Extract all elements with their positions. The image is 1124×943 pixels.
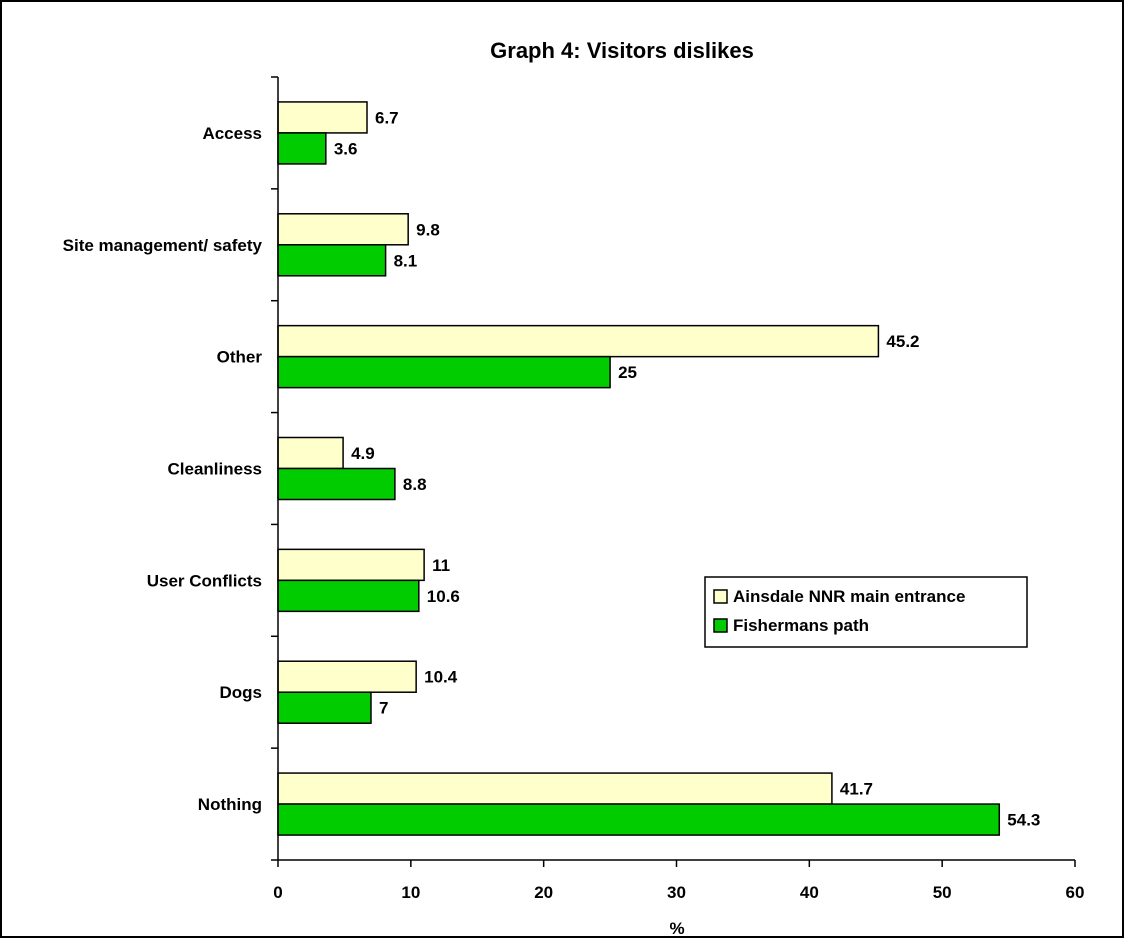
bar bbox=[277, 467, 396, 501]
axis-layer: Access Site management/ safety Other Cleanl… bbox=[63, 76, 1085, 902]
bar bbox=[277, 355, 611, 389]
legend-entry: Ainsdale NNR main entrance bbox=[733, 587, 965, 606]
data-label: 41.7 bbox=[840, 780, 873, 799]
x-tick-label: 30 bbox=[667, 883, 686, 902]
category-label: Dogs bbox=[220, 683, 263, 702]
x-tick-label: 50 bbox=[933, 883, 952, 902]
legend-swatch bbox=[713, 618, 728, 633]
category-label: User Conflicts bbox=[147, 571, 262, 590]
data-label: 10.4 bbox=[424, 668, 458, 687]
data-label: 8.8 bbox=[403, 475, 427, 494]
data-label: 25 bbox=[618, 363, 637, 382]
x-tick-label: 10 bbox=[401, 883, 420, 902]
data-label: 11 bbox=[432, 556, 450, 575]
category-label: Cleanliness bbox=[168, 460, 263, 479]
chart-title: Graph 4: Visitors dislikes bbox=[490, 38, 754, 63]
data-label: 45.2 bbox=[886, 332, 919, 351]
bar bbox=[277, 579, 420, 613]
bars-layer: 6.7 3.6 9.8 8.1 45.2 25 4.9 8.8 11 10.6 10.4 7 41.7 5… bbox=[277, 101, 1040, 836]
data-label: 8.1 bbox=[394, 251, 418, 270]
bar bbox=[277, 244, 387, 277]
data-label: 3.6 bbox=[334, 139, 358, 158]
bar bbox=[277, 772, 833, 805]
legend: Ainsdale NNR main entrance Fishermans pat… bbox=[704, 576, 1028, 648]
bar bbox=[277, 803, 1001, 836]
bar bbox=[277, 548, 425, 582]
legend-box bbox=[704, 576, 1028, 648]
x-axis-label: % bbox=[669, 919, 684, 938]
data-label: 9.8 bbox=[416, 220, 440, 239]
x-tick-label: 60 bbox=[1066, 883, 1085, 902]
bar bbox=[277, 213, 409, 246]
data-label: 4.9 bbox=[351, 444, 375, 463]
data-label: 7 bbox=[379, 699, 388, 718]
data-label: 10.6 bbox=[427, 587, 460, 606]
legend-swatch bbox=[713, 589, 728, 604]
x-tick-label: 0 bbox=[273, 883, 282, 902]
bar bbox=[277, 436, 344, 470]
category-label: Access bbox=[202, 124, 262, 143]
category-label: Other bbox=[217, 348, 263, 367]
bar bbox=[277, 691, 372, 724]
x-tick-label: 40 bbox=[800, 883, 819, 902]
data-label: 6.7 bbox=[375, 108, 399, 127]
x-tick-label: 20 bbox=[534, 883, 553, 902]
data-label: 54.3 bbox=[1007, 811, 1040, 830]
category-label: Site management/ safety bbox=[63, 236, 263, 255]
category-label: Nothing bbox=[198, 795, 262, 814]
bar bbox=[277, 101, 368, 134]
bar bbox=[277, 660, 417, 693]
bar bbox=[277, 324, 880, 358]
bar bbox=[277, 132, 327, 165]
legend-entry: Fishermans path bbox=[733, 616, 869, 635]
